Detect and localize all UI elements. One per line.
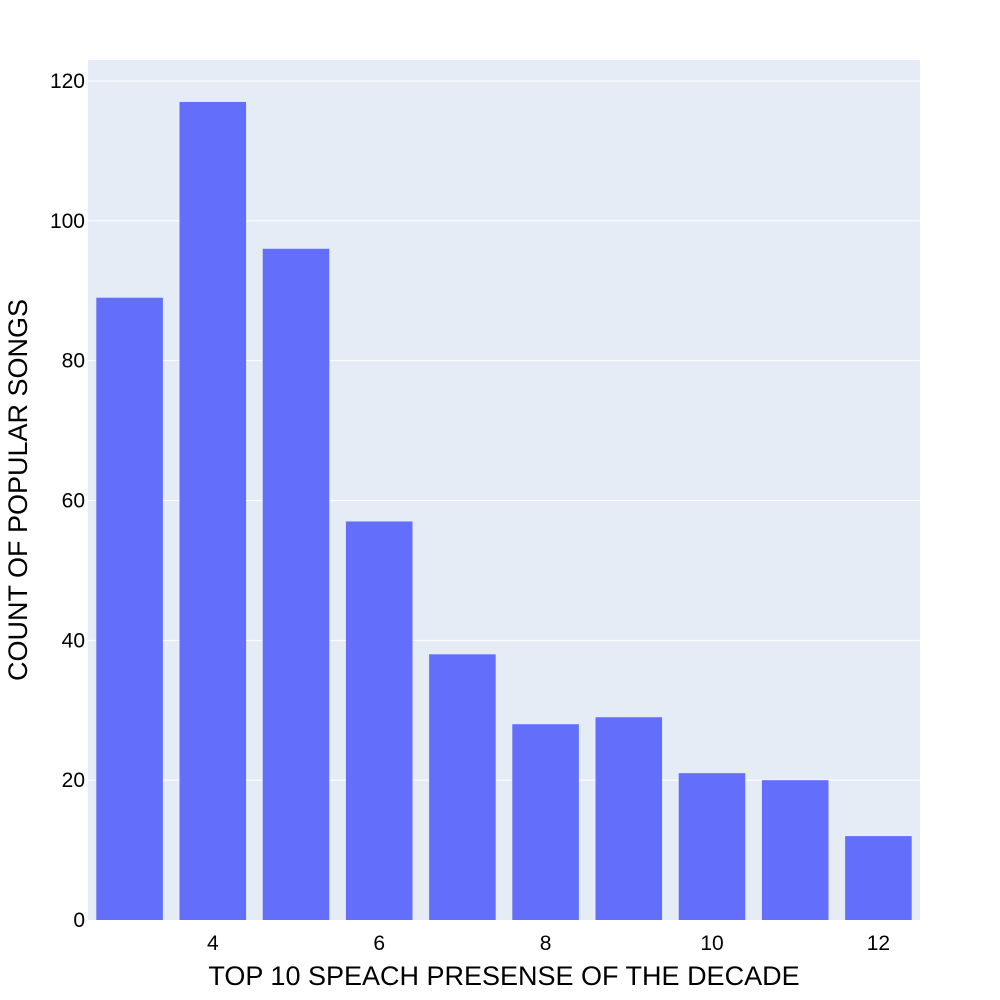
bar-11 — [761, 780, 829, 920]
x-tick-label: 12 — [867, 932, 890, 955]
y-tick-label: 100 — [50, 210, 85, 233]
bar-9 — [595, 717, 663, 920]
x-axis-title: TOP 10 SPEACH PRESENSE OF THE DECADE — [208, 961, 799, 991]
y-axis-title: COUNT OF POPULAR SONGS — [3, 299, 33, 681]
x-tick-label: 10 — [700, 932, 723, 955]
x-tick-label: 6 — [373, 932, 385, 955]
x-tick-label: 4 — [207, 932, 219, 955]
y-tick-label: 40 — [62, 629, 85, 652]
bar-6 — [345, 521, 413, 920]
bar-7 — [429, 654, 496, 920]
bar-10 — [678, 773, 746, 920]
y-tick-label: 20 — [62, 769, 85, 792]
y-tick-label: 0 — [73, 909, 85, 932]
y-tick-label: 60 — [62, 489, 85, 512]
bar-8 — [512, 724, 579, 920]
bar-12 — [845, 836, 912, 920]
y-tick-label: 80 — [62, 350, 85, 373]
bar-5 — [262, 248, 330, 920]
x-tick-label: 8 — [540, 932, 552, 955]
bars — [96, 101, 912, 920]
bar-3 — [96, 297, 163, 920]
y-tick-labels: 0 20 40 60 80 100 120 — [50, 70, 85, 932]
x-tick-labels: 4 6 8 10 12 — [207, 932, 890, 955]
y-tick-label: 120 — [50, 70, 85, 93]
bar-4 — [179, 101, 247, 920]
